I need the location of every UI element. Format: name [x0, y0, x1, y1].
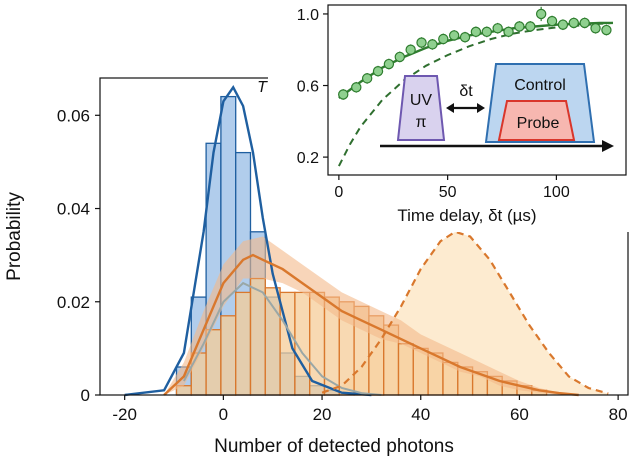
inset-data-point: [459, 32, 471, 43]
inset-data-point: [590, 23, 601, 34]
inset-data-point: [448, 30, 460, 41]
inset-x-tick-label: 100: [543, 184, 570, 201]
main-y-axis-label: Probability: [4, 192, 25, 281]
main-bars: [175, 95, 548, 396]
main-y-tick-label: 0.06: [57, 106, 90, 125]
inset-points: [338, 6, 612, 100]
inset-data-point: [481, 26, 492, 38]
inset-chart: UV π Control Probe δt 0 50 100 0.2 0.6 1.0 T…: [268, 0, 640, 232]
orange-histogram-bar: [397, 343, 414, 396]
inset-data-point: [601, 24, 612, 36]
delay-arrow-head-left: [446, 103, 454, 113]
reference-dashed-curve: [321, 230, 609, 395]
main-x-ticks: -20 0 20 40 60 80: [112, 395, 628, 424]
main-y-tick-label: 0.04: [57, 200, 90, 219]
blue-fit-curve: [124, 85, 372, 397]
delay-double-arrow: [446, 103, 485, 113]
inset-data-point: [383, 58, 395, 70]
inset-data-point: [361, 73, 373, 84]
main-x-tick-label: 40: [411, 405, 430, 424]
inset-x-tick-label: 50: [439, 184, 457, 201]
inset-y-ticks: 0.2 0.6 1.0: [297, 7, 328, 167]
inset-data-point: [492, 23, 503, 34]
inset-data-point: [525, 21, 536, 32]
main-x-tick-label: 60: [510, 405, 529, 424]
inset-data-point: [427, 39, 438, 50]
orange-histogram-bar: [220, 315, 237, 396]
inset-dashed-curve: [338, 21, 613, 167]
inset-data-point: [438, 33, 449, 45]
inset-plot-frame: [327, 4, 627, 176]
inset-data-point: [394, 51, 405, 63]
inset-data-point: [503, 26, 514, 38]
inset-data-point: [351, 82, 362, 93]
orange-histogram-bar: [205, 329, 222, 396]
main-x-tick-label: 80: [609, 405, 628, 424]
probe-pulse-shape: [497, 100, 576, 141]
main-x-axis-label: Number of detected photons: [214, 436, 454, 457]
inset-data-point: [405, 44, 416, 55]
main-y-tick-label: 0: [81, 386, 90, 405]
main-y-ticks: 0 0.02 0.04 0.06: [57, 106, 100, 405]
control-label: Control: [514, 77, 566, 94]
time-axis-arrow: [380, 140, 614, 152]
inset-data-point: [579, 17, 590, 29]
uv-label: UV: [410, 92, 433, 109]
inset-data-point: [338, 89, 349, 100]
inset-y-tick-label: 0.2: [297, 150, 319, 167]
orange-histogram-bar: [235, 291, 252, 396]
main-x-tick-label: -20: [112, 405, 137, 424]
probe-label: Probe: [517, 115, 560, 132]
orange-confidence-band: [164, 236, 559, 395]
corner-label-t: T: [257, 79, 268, 96]
inset-y-tick-label: 1.0: [297, 7, 319, 24]
main-chart: -20 0 20 40 60 80 0 0.02 0.04 0.06 Number of det…: [4, 77, 629, 457]
time-arrow-head: [602, 140, 614, 152]
delay-label: δt: [459, 83, 473, 100]
orange-histogram-bar: [249, 277, 266, 396]
uv-pulse-shape: [396, 75, 446, 141]
inset-x-tick-label: 0: [334, 184, 343, 201]
main-x-tick-label: 20: [313, 405, 332, 424]
pi-label: π: [415, 114, 426, 131]
main-lines: [124, 85, 609, 397]
gray-fit-curve: [183, 281, 382, 396]
orange-fit-curve: [163, 253, 579, 397]
inset-data-point: [416, 37, 427, 48]
inset-data-point: [557, 19, 569, 30]
inset-data-point: [568, 17, 579, 29]
inset-x-axis-label: Time delay, δt (µs): [397, 206, 536, 225]
inset-data-point: [546, 15, 558, 27]
main-x-tick-label: 0: [219, 405, 228, 424]
inset-data-point: [535, 8, 547, 20]
inset-y-tick-label: 0.6: [297, 79, 319, 96]
delay-arrow-head-right: [477, 103, 485, 113]
main-y-tick-label: 0.02: [57, 293, 90, 312]
inset-data-point: [514, 21, 525, 32]
inset-data-point: [372, 66, 384, 77]
pulse-schematic: UV π Control Probe δt: [380, 63, 614, 152]
inset-x-ticks: 0 50 100: [334, 175, 570, 201]
orange-histogram-bar: [264, 287, 281, 396]
inset-data-point: [470, 26, 482, 38]
